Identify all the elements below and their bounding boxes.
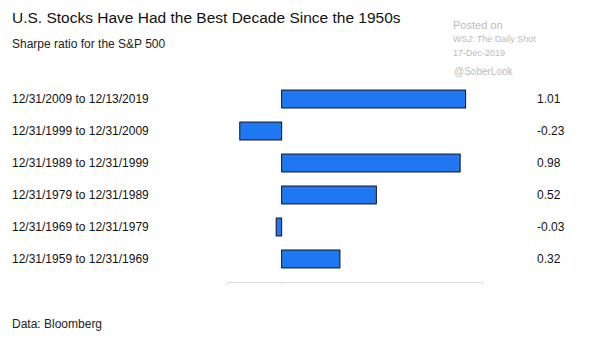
- subtitle: Sharpe ratio for the S&P 500: [12, 37, 166, 51]
- data-label: 0.32: [537, 252, 561, 266]
- data-label: -0.03: [537, 220, 565, 234]
- data-labels: 1.01 -0.23 0.98 0.52 -0.03 0.32: [537, 92, 565, 266]
- category-label: 12/31/1989 to 12/31/1999: [12, 156, 149, 170]
- tick-mark: [282, 282, 283, 285]
- annotation: WSJ: The Daily Shot: [453, 34, 536, 44]
- bar: [282, 250, 340, 268]
- data-label: -0.23: [537, 124, 565, 138]
- category-labels: 12/31/2009 to 12/13/2019 12/31/1999 to 12…: [12, 92, 149, 266]
- category-label: 12/31/1959 to 12/31/1969: [12, 252, 149, 266]
- title: U.S. Stocks Have Had the Best Decade Sin…: [12, 9, 401, 26]
- category-label: 12/31/1969 to 12/31/1979: [12, 220, 149, 234]
- annotation: 17-Dec-2019: [453, 48, 505, 58]
- category-label: 12/31/1979 to 12/31/1989: [12, 188, 149, 202]
- bar: [240, 122, 282, 140]
- category-label: 12/31/2009 to 12/13/2019: [12, 92, 149, 106]
- data-label: 0.98: [537, 156, 561, 170]
- annotation: Data: Bloomberg: [12, 317, 102, 331]
- chart: U.S. Stocks Have Had the Best Decade Sin…: [0, 0, 605, 341]
- annotation: @SoberLook: [454, 66, 514, 77]
- bar: [276, 218, 281, 236]
- bar: [282, 90, 466, 108]
- tick: [282, 282, 283, 285]
- data-label: 1.01: [537, 92, 561, 106]
- x-axis: [228, 282, 483, 285]
- bars: [240, 90, 466, 268]
- annotation: Posted on: [453, 19, 503, 31]
- axis-line: [228, 283, 483, 286]
- category-label: 12/31/1999 to 12/31/2009: [12, 124, 149, 138]
- data-label: 0.52: [537, 188, 561, 202]
- bar: [282, 186, 377, 204]
- bar: [282, 154, 461, 172]
